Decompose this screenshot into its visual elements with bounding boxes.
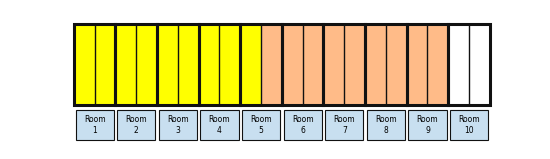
Bar (302, 24, 323, 105)
Text: Room
6: Room 6 (292, 115, 313, 135)
FancyBboxPatch shape (409, 110, 447, 140)
Text: Room
8: Room 8 (375, 115, 397, 135)
FancyBboxPatch shape (200, 110, 239, 140)
Bar (323, 24, 365, 105)
Text: Room
4: Room 4 (208, 115, 230, 135)
Bar (344, 24, 365, 105)
Bar (282, 24, 303, 105)
FancyBboxPatch shape (325, 110, 364, 140)
Bar (199, 24, 240, 105)
Bar (448, 24, 469, 105)
FancyBboxPatch shape (367, 110, 405, 140)
Bar (282, 24, 323, 105)
Bar (386, 24, 406, 105)
Bar (219, 24, 240, 105)
Bar (157, 24, 199, 105)
Bar (95, 24, 116, 105)
Text: Room
5: Room 5 (250, 115, 272, 135)
Bar (365, 24, 386, 105)
Bar (199, 24, 219, 105)
Bar (116, 24, 157, 105)
Bar (178, 24, 199, 105)
Text: Room
9: Room 9 (417, 115, 438, 135)
Bar (116, 24, 136, 105)
Bar (240, 24, 282, 105)
Text: Room
1: Room 1 (84, 115, 106, 135)
Bar (240, 24, 261, 105)
Bar (365, 24, 406, 105)
Bar (406, 24, 427, 105)
Text: Room
3: Room 3 (167, 115, 189, 135)
Bar (136, 24, 157, 105)
Bar (261, 24, 282, 105)
FancyBboxPatch shape (159, 110, 197, 140)
Bar (427, 24, 448, 105)
Text: Room
2: Room 2 (125, 115, 147, 135)
FancyBboxPatch shape (117, 110, 155, 140)
FancyBboxPatch shape (75, 110, 114, 140)
FancyBboxPatch shape (450, 110, 488, 140)
Bar (74, 24, 116, 105)
FancyBboxPatch shape (284, 110, 322, 140)
Bar (323, 24, 344, 105)
Bar (157, 24, 178, 105)
Bar (448, 24, 490, 105)
Bar (406, 24, 448, 105)
Text: Room
10: Room 10 (458, 115, 480, 135)
FancyBboxPatch shape (242, 110, 280, 140)
Bar (469, 24, 490, 105)
Text: Room
7: Room 7 (333, 115, 355, 135)
Bar (74, 24, 95, 105)
